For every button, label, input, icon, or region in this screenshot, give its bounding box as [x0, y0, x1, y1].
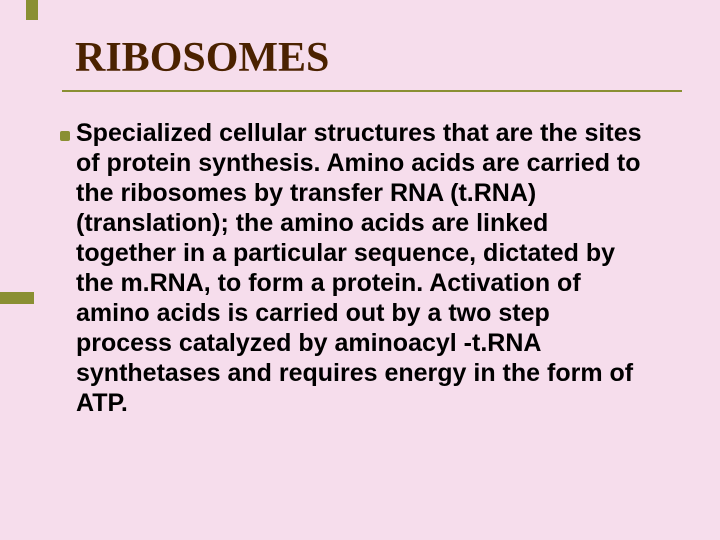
slide: RIBOSOMES Specialized cellular structure…	[0, 0, 720, 540]
accent-top-bar	[26, 0, 38, 20]
body-bullet	[60, 131, 70, 141]
slide-title: RIBOSOMES	[75, 34, 329, 82]
title-underline	[62, 90, 682, 92]
slide-body-text: Specialized cellular structures that are…	[76, 118, 646, 418]
accent-left-bar	[0, 292, 34, 304]
